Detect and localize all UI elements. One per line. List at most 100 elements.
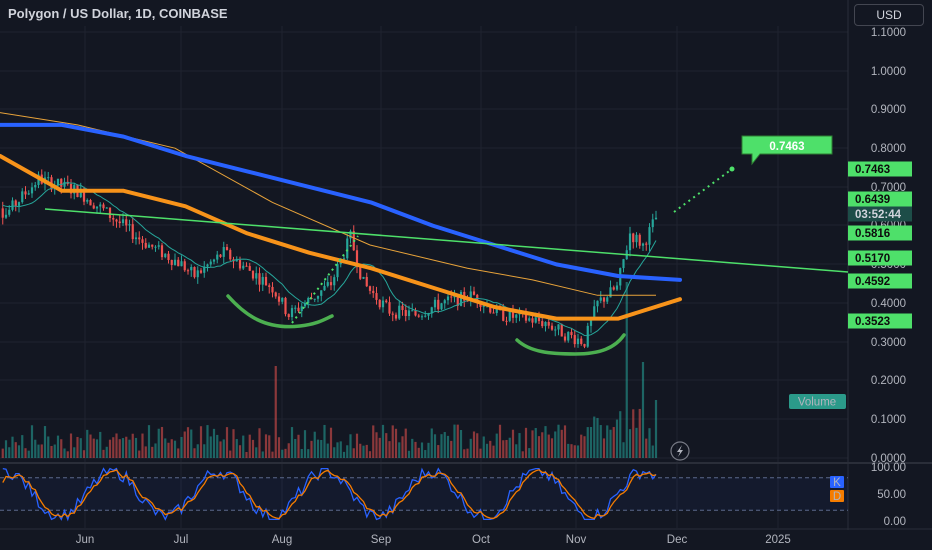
volume-bar bbox=[378, 437, 381, 458]
price-tick-label: 1.1000 bbox=[871, 27, 906, 39]
volume-bar bbox=[586, 427, 589, 458]
candle-body bbox=[203, 266, 206, 273]
volume-bar bbox=[515, 444, 518, 458]
volume-bar bbox=[365, 444, 368, 458]
price-tag-bg bbox=[848, 206, 912, 222]
candle-body bbox=[141, 239, 144, 243]
candle-body bbox=[24, 191, 27, 195]
candle-body bbox=[372, 290, 375, 294]
candle-body bbox=[365, 276, 368, 287]
candle-body bbox=[4, 214, 8, 218]
volume-bar bbox=[563, 425, 567, 458]
volume-bar bbox=[443, 432, 446, 458]
volume-bar bbox=[261, 451, 264, 458]
candle-body bbox=[235, 260, 238, 262]
volume-bar bbox=[472, 431, 476, 458]
candle-body bbox=[219, 254, 222, 257]
candle-body bbox=[238, 260, 242, 269]
candle-body bbox=[186, 270, 190, 272]
candle-body bbox=[531, 318, 534, 323]
candle-body bbox=[274, 292, 277, 297]
volume-bar bbox=[115, 433, 118, 458]
candle-body bbox=[160, 245, 164, 258]
volume-bar bbox=[69, 433, 73, 458]
volume-bar bbox=[557, 424, 560, 458]
candle-body bbox=[570, 331, 573, 336]
volume-bar bbox=[183, 431, 186, 458]
lightning-icon bbox=[670, 441, 690, 461]
volume-bar bbox=[73, 447, 76, 458]
volume-bar bbox=[333, 447, 336, 458]
candle-body bbox=[378, 299, 381, 308]
volume-bar bbox=[407, 450, 411, 458]
volume-bar bbox=[56, 435, 60, 458]
volume-bar bbox=[628, 429, 632, 458]
volume-bar bbox=[329, 427, 333, 458]
candle-body bbox=[492, 312, 495, 314]
candle-body bbox=[456, 294, 459, 306]
volume-bar bbox=[277, 437, 281, 458]
volume-bar bbox=[303, 430, 307, 458]
candle-body bbox=[508, 310, 511, 321]
volume-bar bbox=[245, 451, 248, 458]
time-tick-label: Dec bbox=[667, 534, 688, 546]
volume-bar bbox=[235, 439, 238, 458]
price-tag-text: 0.7463 bbox=[855, 164, 890, 176]
trendline bbox=[44, 208, 849, 273]
candle-body bbox=[287, 314, 290, 318]
volume-bar bbox=[134, 437, 138, 458]
candle-body bbox=[154, 246, 157, 248]
candle-body bbox=[362, 276, 365, 279]
price-tick-label: 0.8000 bbox=[871, 143, 906, 155]
candle-body bbox=[271, 286, 274, 293]
volume-bar bbox=[385, 433, 388, 458]
volume-bar bbox=[589, 426, 593, 458]
candle-body bbox=[583, 343, 586, 347]
volume-bar bbox=[47, 436, 50, 458]
volume-bar bbox=[290, 427, 294, 458]
stoch-k-line bbox=[2, 467, 657, 522]
volume-bar bbox=[30, 425, 34, 458]
volume-bar bbox=[372, 425, 375, 458]
volume-bar bbox=[21, 435, 24, 458]
candle-body bbox=[333, 277, 336, 286]
volume-bar bbox=[531, 430, 534, 458]
price-tag-bg bbox=[848, 161, 912, 177]
candle-body bbox=[391, 313, 394, 315]
volume-bar bbox=[645, 438, 648, 458]
volume-bar bbox=[550, 438, 554, 458]
volume-bar bbox=[147, 425, 151, 458]
candle-body bbox=[398, 305, 401, 319]
price-tick-label: 0.1000 bbox=[871, 414, 906, 426]
volume-bar bbox=[398, 442, 401, 458]
volume-bar bbox=[469, 438, 472, 458]
price-tag-text: 0.4592 bbox=[855, 276, 890, 288]
volume-bar bbox=[199, 426, 203, 458]
volume-bar bbox=[453, 424, 456, 458]
volume-bar bbox=[440, 434, 443, 458]
currency-selector[interactable]: USD bbox=[854, 4, 924, 26]
time-tick-label: Jul bbox=[174, 534, 189, 546]
volume-bar bbox=[326, 443, 329, 458]
volume-bar bbox=[177, 448, 180, 458]
candle-body bbox=[92, 205, 95, 209]
volume-label-bg bbox=[789, 394, 846, 409]
candle-body bbox=[414, 310, 417, 316]
volume-bar bbox=[242, 435, 245, 458]
candle-body bbox=[222, 247, 225, 257]
candle-body bbox=[56, 178, 60, 186]
price-tag: 0.6439 bbox=[848, 191, 912, 207]
volume-bar bbox=[401, 436, 404, 458]
volume-bar bbox=[297, 434, 300, 458]
volume-bar bbox=[560, 429, 563, 458]
volume-bar bbox=[268, 435, 271, 458]
volume-bar bbox=[362, 445, 365, 458]
cup-shape-left bbox=[226, 294, 334, 329]
volume-bar bbox=[619, 411, 622, 458]
volume-bar bbox=[508, 437, 511, 458]
volume-bar bbox=[219, 441, 222, 458]
volume-bar bbox=[105, 446, 108, 458]
candle-body bbox=[190, 267, 193, 271]
candle-body bbox=[411, 310, 414, 312]
